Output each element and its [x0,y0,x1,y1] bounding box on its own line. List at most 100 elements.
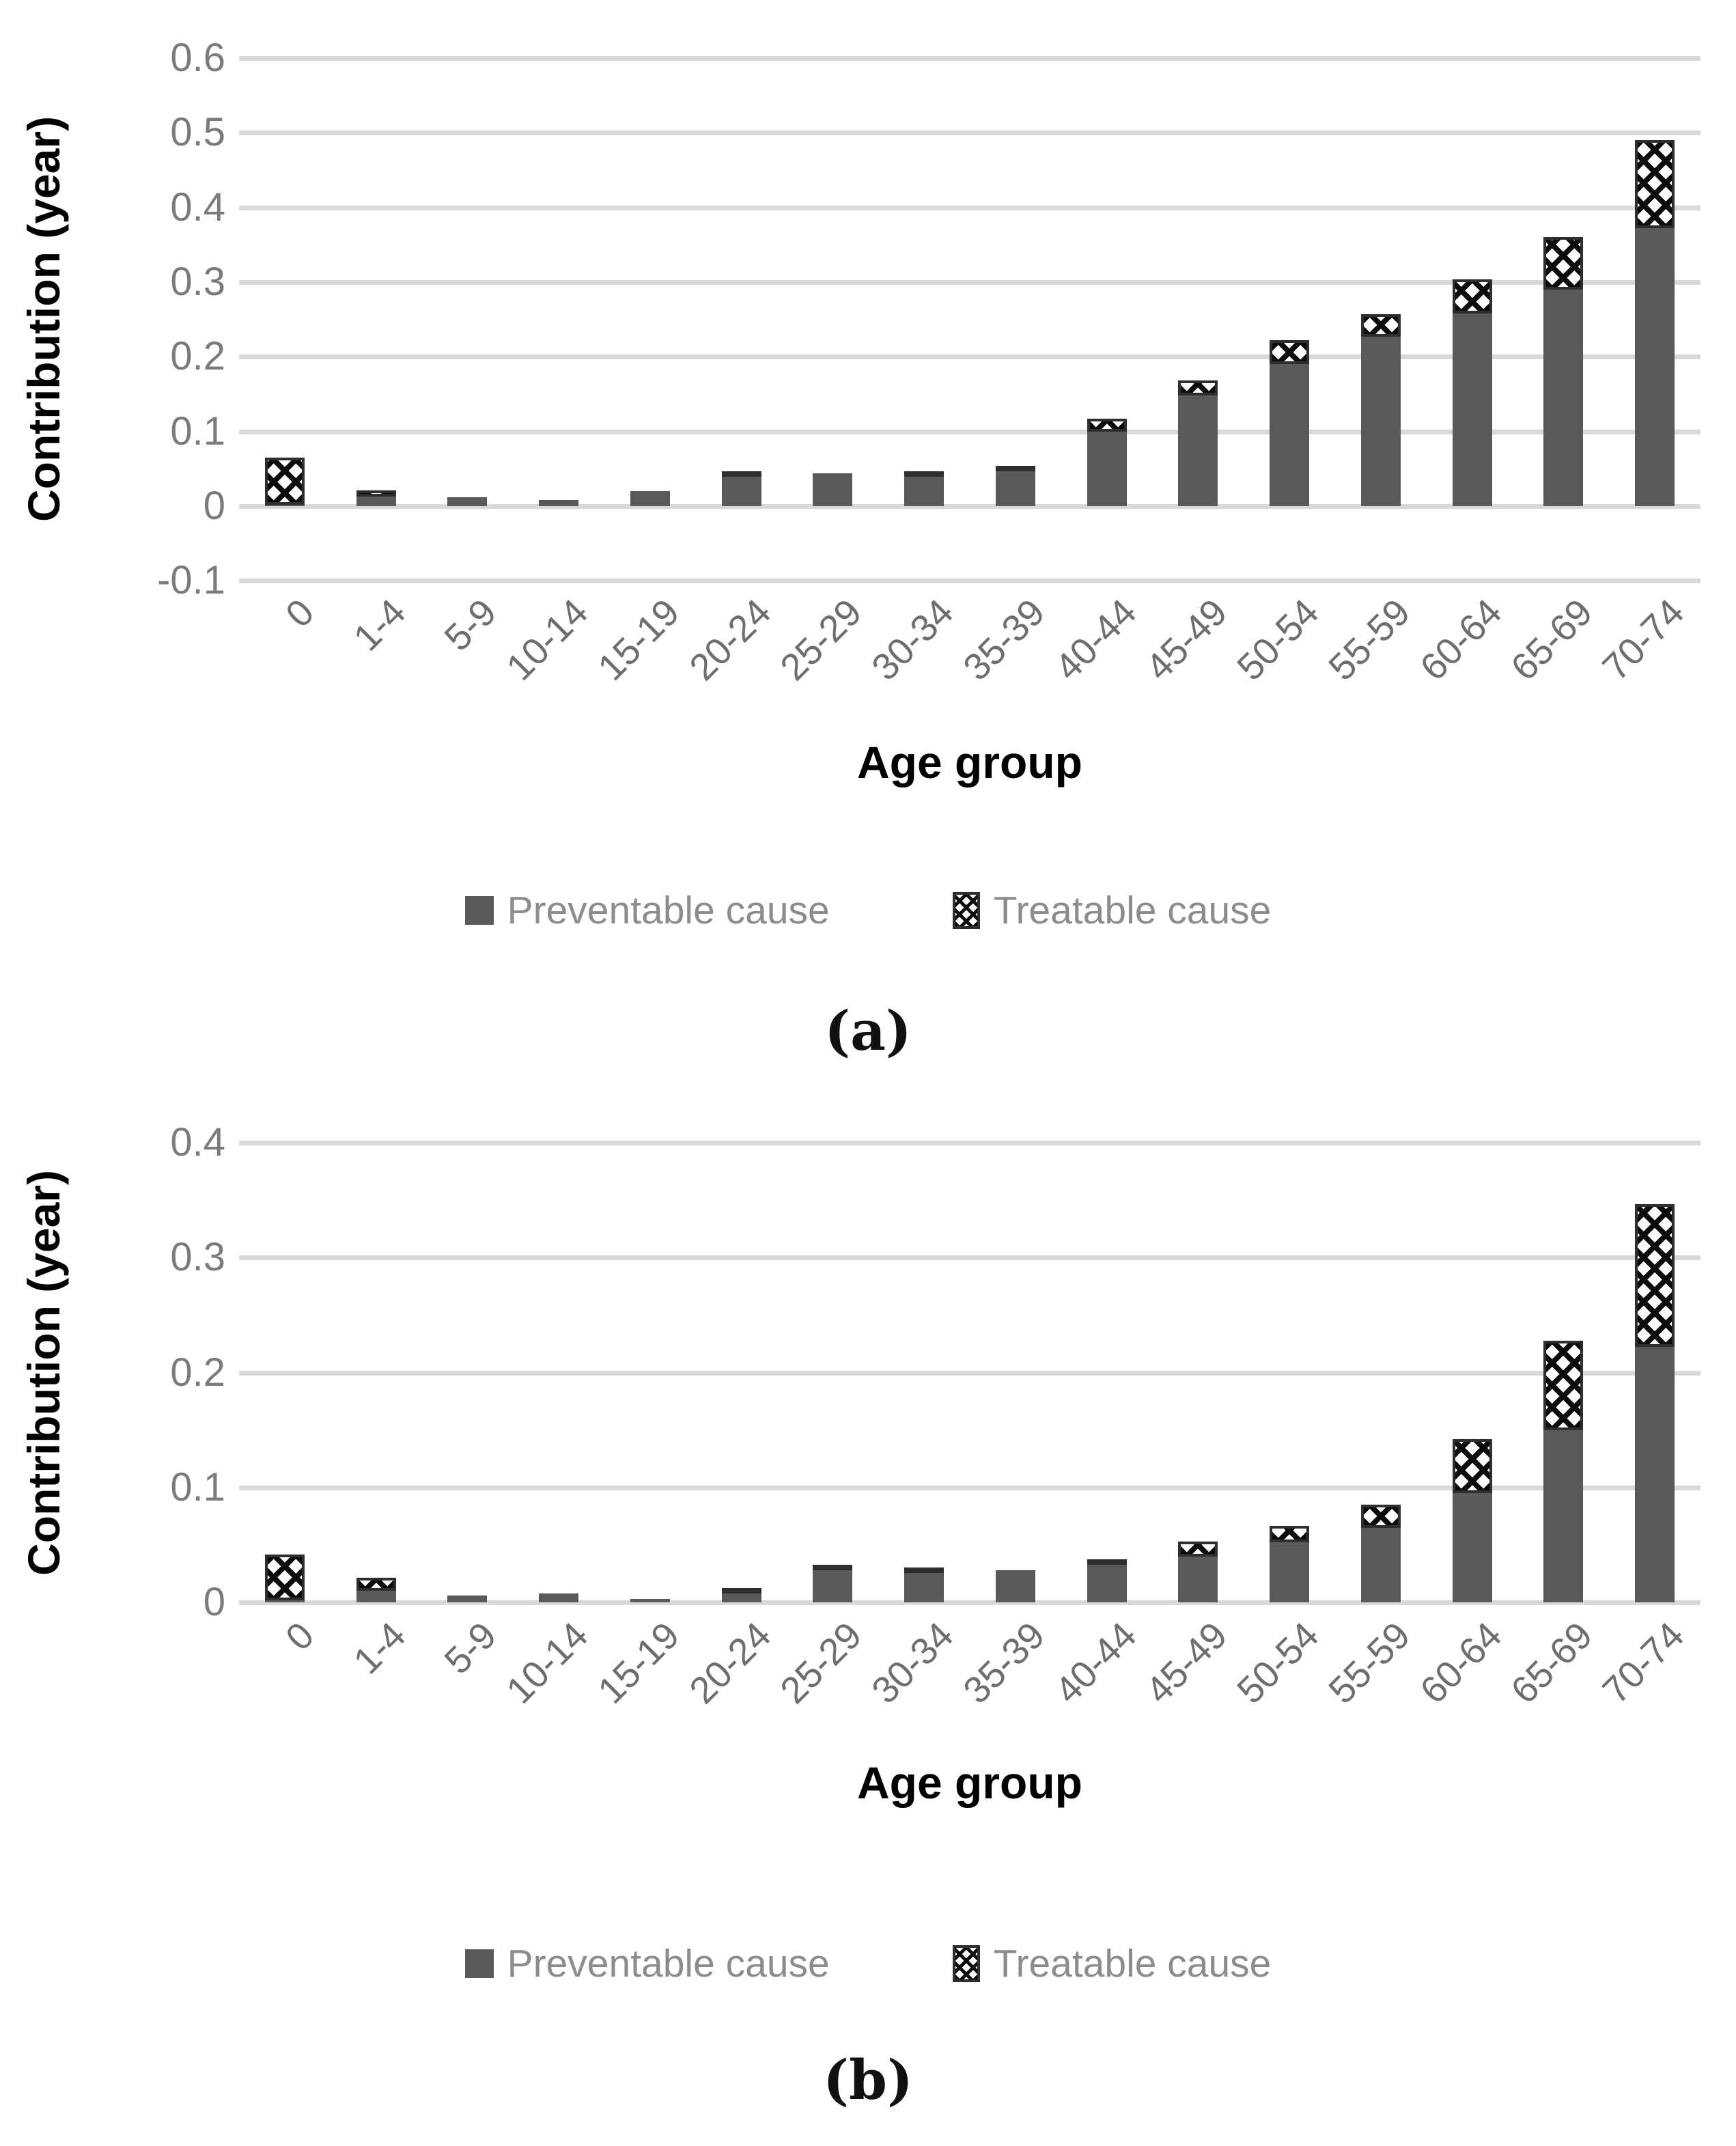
treatable-swatch-icon [952,1945,980,1982]
bar-preventable-segment [722,475,761,506]
bar-preventable-segment [1635,228,1675,506]
bar-preventable-segment [1270,1542,1309,1602]
bar-preventable-segment [904,475,944,506]
legend-item-treatable-a: Treatable cause [952,888,1272,933]
legend-b: Preventable cause Treatable cause [0,1941,1736,1986]
bar-treatable-segment [1361,1505,1401,1528]
bar-treatable-segment [1543,237,1583,290]
y-tick-label: 0.6 [170,36,225,80]
y-tick-label: 0.3 [170,260,225,304]
y-tick-label: 0 [203,484,225,528]
bar-treatable-segment [1270,340,1309,364]
bar-preventable-segment [996,469,1035,506]
treatable-swatch-icon [952,892,980,929]
gridline [239,1600,1700,1605]
bar-preventable-segment [539,500,578,506]
bar-treatable-segment [1178,1542,1218,1557]
gridline [239,504,1700,509]
y-tick-label: 0.4 [170,1120,225,1165]
x-axis-title-a: Age group [857,737,1082,788]
gridline [239,430,1700,434]
gridline [239,354,1700,359]
bar-treatable-segment [1087,419,1127,432]
bar-preventable-segment [722,1593,761,1602]
bar-preventable-segment [813,473,852,506]
bar-treatable-segment [1361,314,1401,337]
bar-treatable-segment [1270,1526,1309,1542]
bar-preventable-segment [1543,290,1583,506]
bar-preventable-segment [265,505,305,506]
bar-preventable-segment [1453,1493,1492,1602]
y-tick-label: 0 [203,1580,225,1624]
bar-treatable-segment [1543,1341,1583,1430]
legend-item-preventable-b: Preventable cause [464,1941,830,1986]
bar-treatable-segment [722,1588,761,1593]
bar-treatable-segment [265,1555,305,1600]
bar-preventable-segment [996,1570,1035,1602]
bar-treatable-segment [1635,140,1675,228]
y-tick-label: 0.1 [170,1465,225,1509]
legend-item-treatable-b: Treatable cause [952,1941,1272,1986]
panel-label-b: (b) [823,2048,913,2112]
bar-preventable-segment [1361,1528,1401,1602]
bar-preventable-segment [630,491,670,506]
legend-a: Preventable cause Treatable cause [0,888,1736,933]
bar-preventable-segment [1635,1347,1675,1602]
bar-preventable-segment [813,1567,852,1602]
bar-treatable-segment [1087,1559,1127,1565]
y-tick-label: 0.5 [170,110,225,154]
bar-treatable-segment [1635,1204,1675,1347]
bar-treatable-segment [1178,380,1218,395]
bar-preventable-segment [1543,1430,1583,1602]
bar-preventable-segment [1361,337,1401,506]
bar-treatable-segment [356,1578,396,1591]
y-tick-label: 0.2 [170,334,225,378]
gridline [239,1371,1700,1376]
legend-label-treatable-b: Treatable cause [993,1942,1272,1985]
bar-treatable-segment [813,1565,852,1570]
y-tick-label: 0.3 [170,1235,225,1279]
bar-preventable-segment [539,1593,578,1602]
y-axis-title-a-text: Contribution (year) [18,116,69,522]
bar-preventable-segment [265,1600,305,1602]
preventable-swatch-icon [464,1949,494,1978]
legend-item-preventable-a: Preventable cause [464,888,830,933]
legend-label-treatable-a: Treatable cause [993,889,1272,932]
bar-treatable-segment [722,471,761,477]
bar-preventable-segment [1087,1564,1127,1602]
panel-label-a: (a) [824,999,912,1063]
bar-treatable-segment [356,490,396,497]
bar-preventable-segment [1087,432,1127,506]
bar-preventable-segment [1178,395,1218,506]
x-axis-title-b: Age group [857,1757,1082,1808]
bar-treatable-segment [904,1567,944,1573]
bar-preventable-segment [1178,1557,1218,1602]
bar-preventable-segment [447,1595,487,1602]
bar-preventable-segment [630,1599,670,1602]
legend-label-preventable-b: Preventable cause [507,1942,830,1985]
gridline [239,130,1700,135]
bar-treatable-segment [904,471,944,477]
gridline [239,1141,1700,1145]
y-tick-label: 0.1 [170,409,225,454]
bar-preventable-segment [1270,364,1309,506]
bar-treatable-segment [1453,1439,1492,1493]
legend-label-preventable-a: Preventable cause [507,889,830,932]
gridline [239,579,1700,583]
bar-treatable-segment [996,466,1035,471]
bar-preventable-segment [447,497,487,506]
preventable-swatch-icon [464,896,494,925]
bar-preventable-segment [1453,313,1492,506]
bar-preventable-segment [904,1572,944,1602]
bar-preventable-segment [356,1591,396,1602]
y-tick-label: 0.2 [170,1350,225,1395]
gridline [239,280,1700,285]
gridline [239,1486,1700,1490]
gridline [239,206,1700,210]
y-tick-label: 0.4 [170,185,225,229]
bar-treatable-segment [265,458,305,505]
gridline [239,1255,1700,1260]
bar-preventable-segment [356,497,396,506]
gridline [239,56,1700,61]
